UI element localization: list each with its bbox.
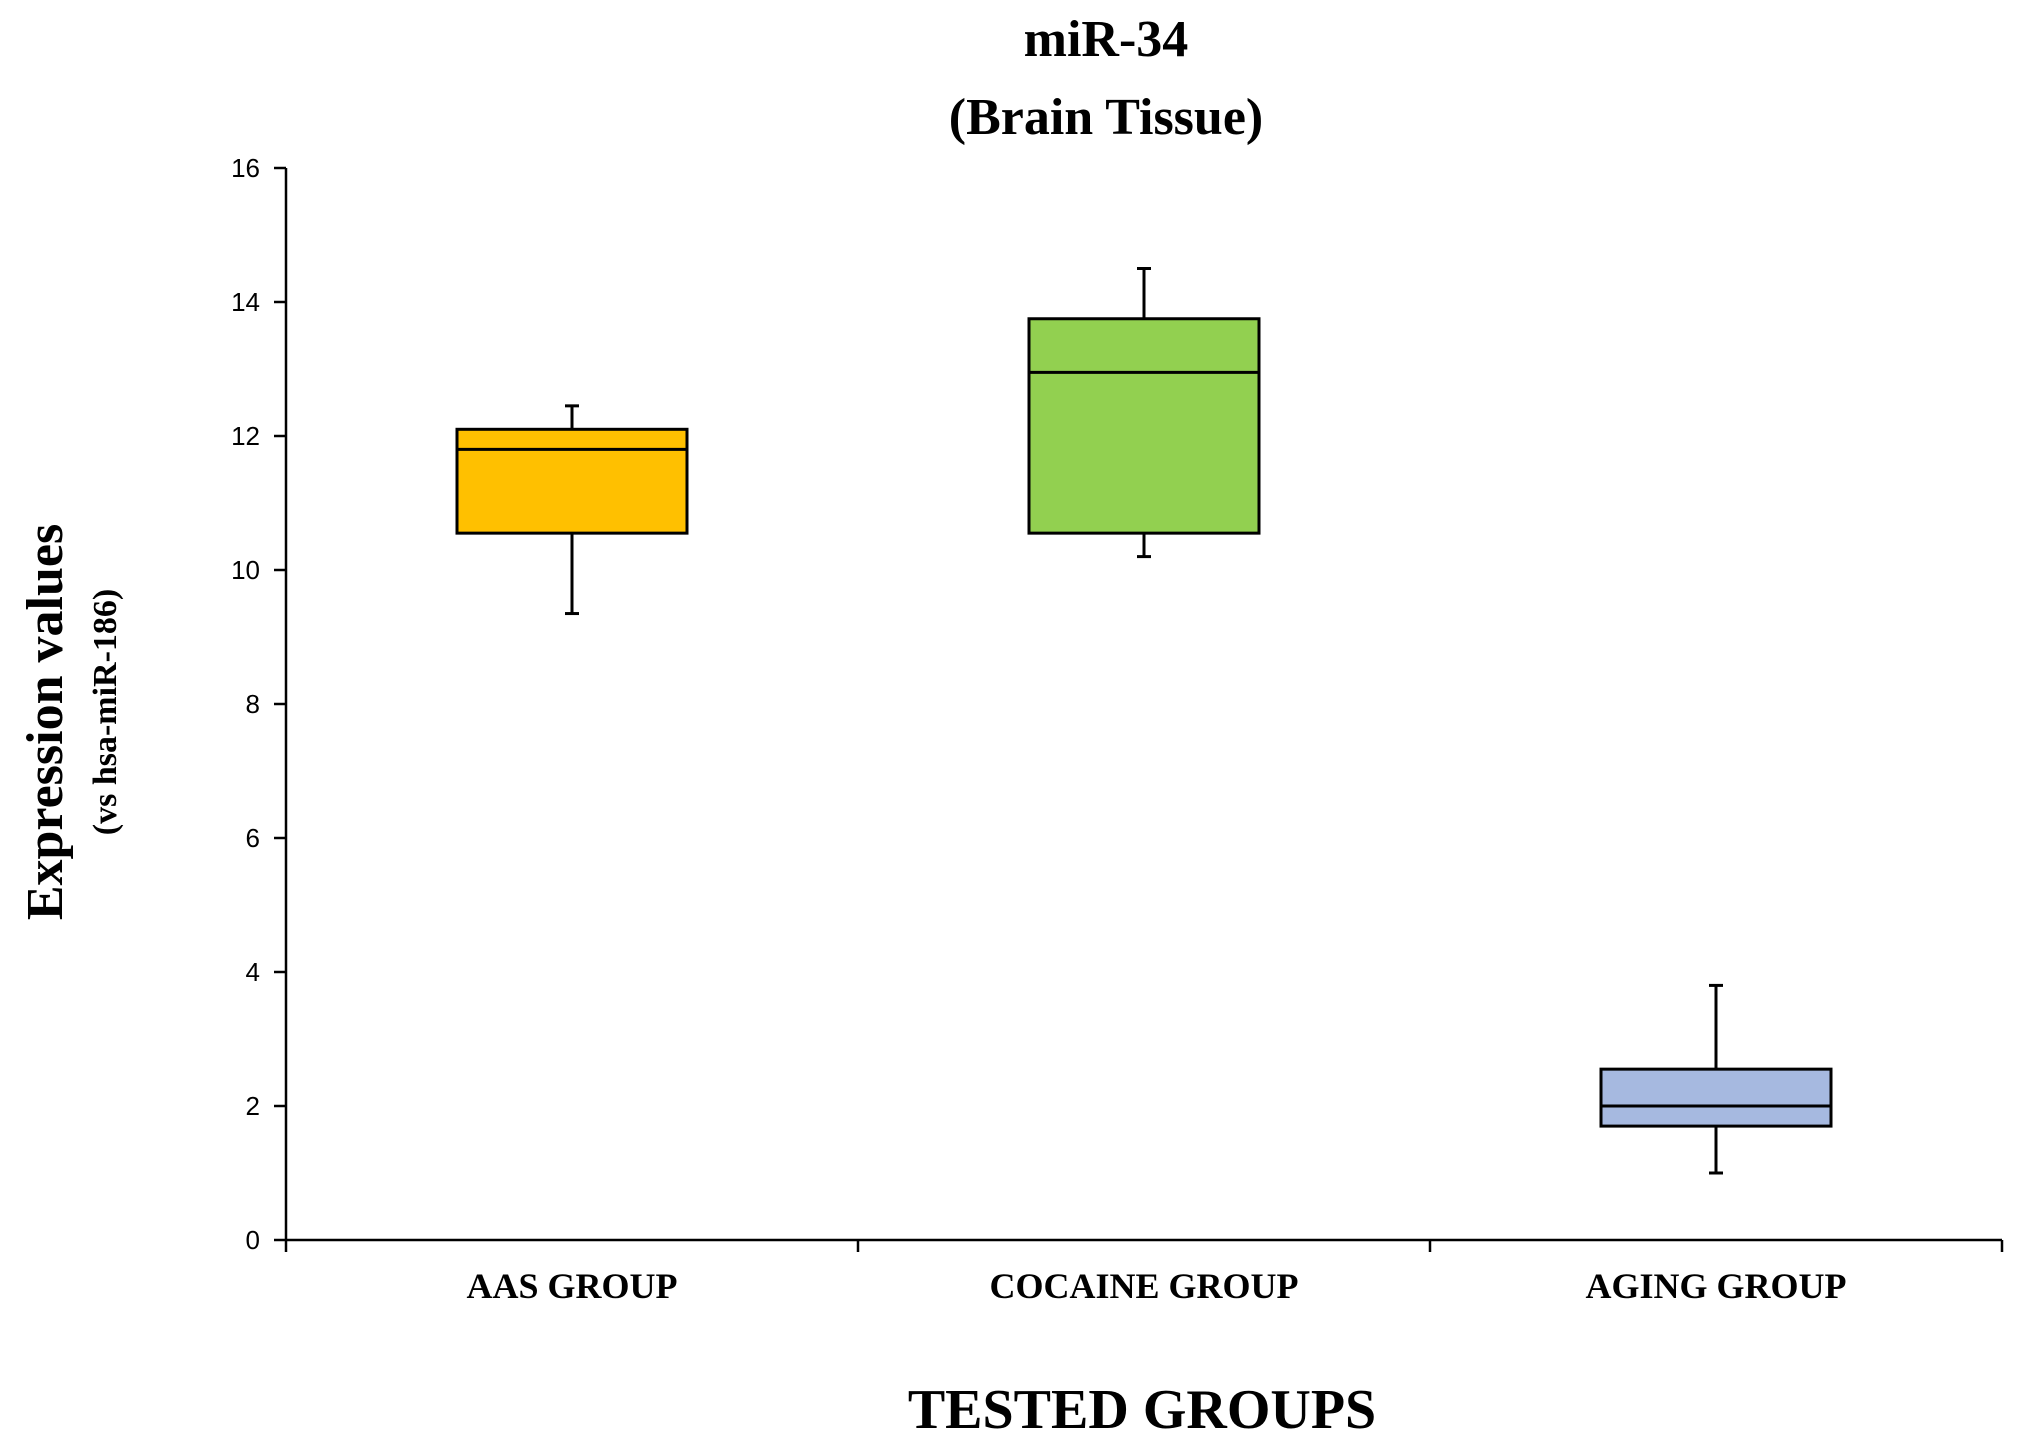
y-axis-sublabel-group: (vs hsa-miR-186): [87, 589, 124, 835]
box-1: [455, 404, 689, 616]
iqr-box: [1027, 317, 1261, 535]
y-tick-label: 8: [246, 689, 260, 719]
x-axis-label: TESTED GROUPS: [908, 1379, 1376, 1438]
y-tick-label: 16: [231, 153, 260, 183]
y-tick-label: 12: [231, 421, 260, 451]
y-tick-label: 10: [231, 555, 260, 585]
y-tick-label: 2: [246, 1091, 260, 1121]
x-tick-label: COCAINE GROUP: [989, 1266, 1298, 1306]
y-axis-sublabel: (vs hsa-miR-186): [87, 589, 124, 835]
x-ticks: AAS GROUP COCAINE GROUP AGING GROUP: [284, 1240, 2004, 1306]
y-tick-label: 0: [246, 1225, 260, 1255]
x-tick-label: AGING GROUP: [1586, 1266, 1847, 1306]
y-ticks: 0 2 4 6 8 10 12 14 16: [231, 153, 286, 1255]
chart-subtitle: (Brain Tissue): [949, 89, 1264, 146]
y-tick-label: 4: [246, 957, 260, 987]
iqr-box: [455, 427, 689, 535]
y-axis-label-group: Expression values: [17, 524, 74, 920]
box-2: [1027, 267, 1261, 559]
boxes: [455, 267, 1833, 1175]
box-3: [1599, 983, 1833, 1175]
y-axis-label: Expression values: [17, 524, 74, 920]
y-tick-label: 6: [246, 823, 260, 853]
iqr-box: [1599, 1067, 1833, 1128]
y-tick-label: 14: [231, 287, 260, 317]
chart-title: miR-34: [1024, 11, 1189, 68]
x-tick-label: AAS GROUP: [466, 1266, 677, 1306]
